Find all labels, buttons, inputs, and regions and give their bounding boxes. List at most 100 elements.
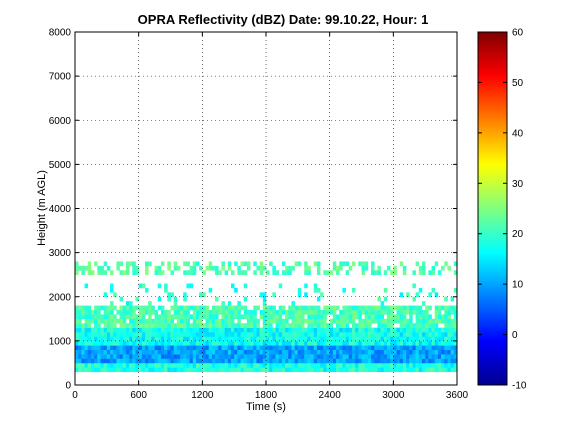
reflectivity-cell [122, 305, 127, 311]
reflectivity-cell [234, 367, 238, 373]
reflectivity-cell [377, 323, 381, 328]
reflectivity-cell [310, 349, 315, 355]
reflectivity-cell [332, 336, 337, 342]
reflectivity-cell [75, 345, 79, 350]
reflectivity-cell [154, 367, 159, 373]
reflectivity-cell [272, 345, 276, 350]
reflectivity-cell [348, 305, 353, 311]
reflectivity-cell [110, 332, 114, 337]
reflectivity-cell [250, 362, 254, 368]
reflectivity-cell [180, 349, 184, 355]
reflectivity-cell [301, 362, 305, 368]
reflectivity-cell [441, 354, 445, 359]
reflectivity-cell [240, 354, 245, 359]
reflectivity-cell [75, 323, 79, 328]
reflectivity-cell [348, 309, 353, 315]
reflectivity-cell [100, 270, 104, 275]
reflectivity-cell [320, 340, 324, 346]
reflectivity-cell [170, 362, 174, 368]
reflectivity-cell [377, 265, 381, 271]
reflectivity-cell [84, 323, 89, 328]
reflectivity-cell [278, 327, 283, 333]
reflectivity-cell [399, 314, 404, 320]
reflectivity-cell [81, 340, 85, 346]
colorbar-tick-label: 20 [512, 229, 524, 240]
reflectivity-cell [396, 314, 400, 320]
reflectivity-cell [81, 270, 85, 275]
reflectivity-cell [205, 367, 209, 373]
reflectivity-cell [151, 345, 155, 350]
reflectivity-cell [160, 354, 165, 359]
reflectivity-cell [262, 354, 267, 359]
reflectivity-cell [199, 345, 203, 350]
reflectivity-cell [75, 314, 79, 320]
reflectivity-cell [180, 354, 184, 359]
reflectivity-cell [90, 327, 95, 333]
reflectivity-cell [358, 327, 362, 333]
reflectivity-cell [180, 340, 184, 346]
reflectivity-cell [215, 336, 219, 342]
reflectivity-cell [316, 305, 321, 311]
reflectivity-cell [246, 265, 251, 271]
reflectivity-cell [106, 314, 111, 320]
reflectivity-cell [154, 327, 159, 333]
reflectivity-cell [154, 309, 159, 315]
reflectivity-cell [192, 336, 197, 342]
reflectivity-cell [386, 318, 391, 324]
reflectivity-cell [313, 340, 318, 346]
reflectivity-cell [396, 362, 400, 368]
reflectivity-cell [122, 327, 127, 333]
reflectivity-cell [148, 305, 152, 311]
reflectivity-cell [173, 305, 178, 311]
reflectivity-cell [310, 340, 315, 346]
reflectivity-cell [199, 367, 203, 373]
reflectivity-cell [106, 345, 111, 350]
reflectivity-cell [110, 309, 114, 315]
reflectivity-cell [160, 340, 165, 346]
reflectivity-cell [81, 323, 85, 328]
reflectivity-cell [351, 358, 356, 364]
reflectivity-cell [78, 332, 82, 337]
reflectivity-cell [195, 314, 200, 320]
reflectivity-cell [205, 349, 209, 355]
reflectivity-cell [371, 345, 375, 350]
reflectivity-cell [383, 358, 388, 364]
reflectivity-cell [78, 336, 82, 342]
reflectivity-cell [218, 336, 222, 342]
reflectivity-cell [441, 367, 445, 373]
reflectivity-cell [116, 349, 120, 355]
reflectivity-cell [355, 314, 359, 320]
reflectivity-cell [215, 296, 219, 302]
reflectivity-cell [221, 323, 225, 328]
reflectivity-cell [192, 314, 197, 320]
reflectivity-cell [390, 354, 394, 359]
reflectivity-cell [431, 287, 436, 293]
reflectivity-cell [167, 362, 171, 368]
reflectivity-cell [291, 358, 295, 364]
reflectivity-cell [342, 336, 346, 342]
reflectivity-cell [94, 340, 98, 346]
reflectivity-cell [97, 309, 101, 315]
reflectivity-cell [145, 261, 149, 267]
reflectivity-cell [377, 305, 381, 311]
reflectivity-cell [183, 358, 187, 364]
reflectivity-cell [259, 314, 264, 320]
reflectivity-cell [145, 309, 149, 315]
reflectivity-cell [106, 340, 111, 346]
reflectivity-cell [167, 296, 171, 302]
reflectivity-cell [323, 323, 327, 328]
reflectivity-cell [275, 318, 280, 324]
reflectivity-cell [215, 270, 219, 275]
reflectivity-cell [421, 332, 426, 337]
reflectivity-cell [288, 345, 292, 350]
reflectivity-cell [237, 349, 241, 355]
reflectivity-cell [234, 354, 238, 359]
reflectivity-cell [227, 336, 232, 342]
reflectivity-cell [447, 354, 451, 359]
reflectivity-cell [409, 349, 413, 355]
reflectivity-cell [336, 354, 340, 359]
reflectivity-cell [371, 314, 375, 320]
reflectivity-cell [170, 349, 174, 355]
reflectivity-cell [361, 354, 365, 359]
reflectivity-cell [377, 367, 381, 373]
